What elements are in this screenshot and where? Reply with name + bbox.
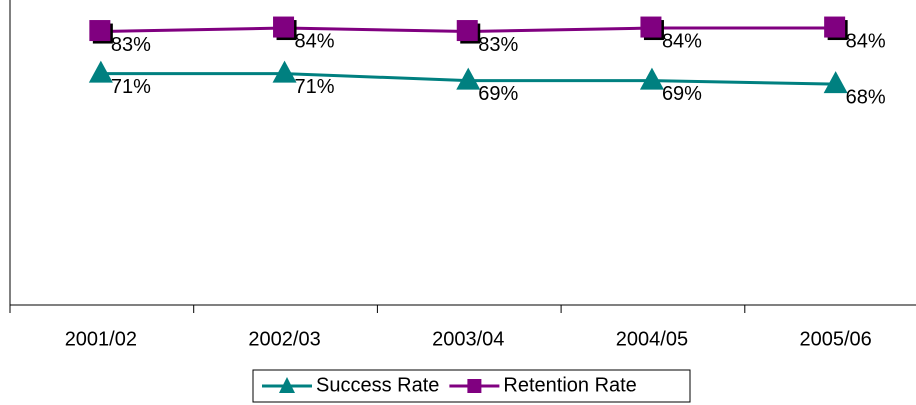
data-label: 69% [478, 83, 518, 105]
data-label: 71% [111, 76, 151, 98]
x-tick-label: 2004/05 [616, 328, 688, 350]
data-label: 69% [662, 83, 702, 105]
x-tick-label: 2001/02 [65, 328, 137, 350]
data-label: 84% [662, 30, 702, 52]
legend-label: Retention Rate [503, 374, 636, 396]
data-label: 71% [295, 76, 335, 98]
point [639, 67, 664, 90]
point [640, 16, 662, 38]
data-label: 68% [846, 86, 886, 108]
point [88, 60, 113, 83]
point [89, 20, 111, 42]
point [456, 67, 481, 90]
legend-marker [279, 377, 295, 393]
point [823, 71, 848, 94]
point [824, 16, 846, 38]
x-tick-label: 2005/06 [800, 328, 872, 350]
data-label: 84% [295, 30, 335, 52]
data-label: 83% [111, 34, 151, 56]
x-tick-label: 2002/03 [248, 328, 320, 350]
point [456, 20, 478, 42]
point [273, 16, 295, 38]
x-tick-label: 2003/04 [432, 328, 504, 350]
data-label: 83% [478, 34, 518, 56]
point [272, 60, 297, 83]
legend-marker [467, 379, 482, 393]
legend-label: Success Rate [316, 374, 439, 396]
data-label: 84% [846, 30, 886, 52]
